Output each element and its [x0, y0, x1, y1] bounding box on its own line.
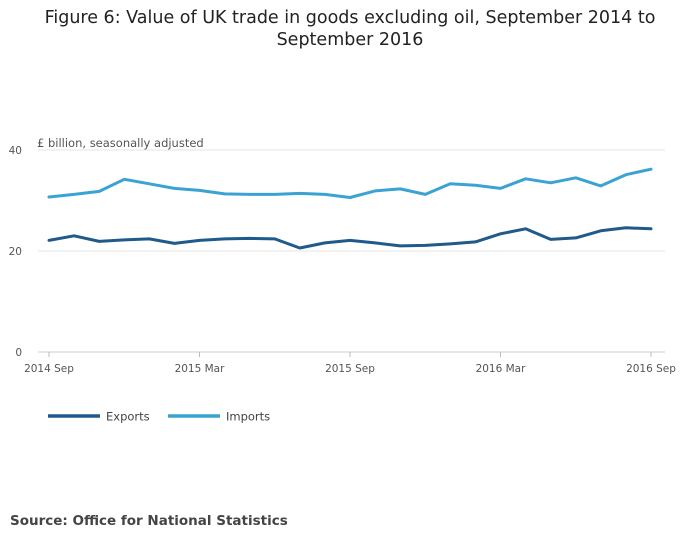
x-axis-ticks: 2014 Sep 2015 Mar 2015 Sep 2016 Mar 2016 Sep [24, 352, 676, 375]
series-line-imports[interactable] [47, 167, 653, 199]
y-axis-ticks: 0 20 40 [9, 145, 22, 359]
x-tick-label: 2016 Sep [626, 363, 676, 375]
x-tick-label: 2015 Sep [325, 363, 375, 375]
x-tick-label: 2015 Mar [175, 363, 226, 375]
source-note: Source: Office for National Statistics [10, 513, 288, 529]
legend-item-exports[interactable]: Exports [48, 410, 150, 424]
x-tick-label: 2016 Mar [476, 363, 527, 375]
legend-item-imports[interactable]: Imports [168, 410, 270, 424]
series-line-exports[interactable] [47, 226, 653, 250]
legend[interactable]: Exports Imports [48, 410, 270, 424]
y-tick-label: 20 [9, 246, 22, 258]
legend-label: Exports [106, 410, 150, 424]
legend-label: Imports [226, 410, 270, 424]
chart-title: Figure 6: Value of UK trade in goods exc… [44, 8, 656, 50]
y-tick-label: 40 [9, 145, 22, 157]
x-tick-label: 2014 Sep [24, 363, 74, 375]
unit-label: £ billion, seasonally adjusted [37, 136, 204, 150]
gridlines [38, 149, 665, 353]
series-lines [47, 167, 653, 250]
y-tick-label: 0 [15, 347, 22, 359]
